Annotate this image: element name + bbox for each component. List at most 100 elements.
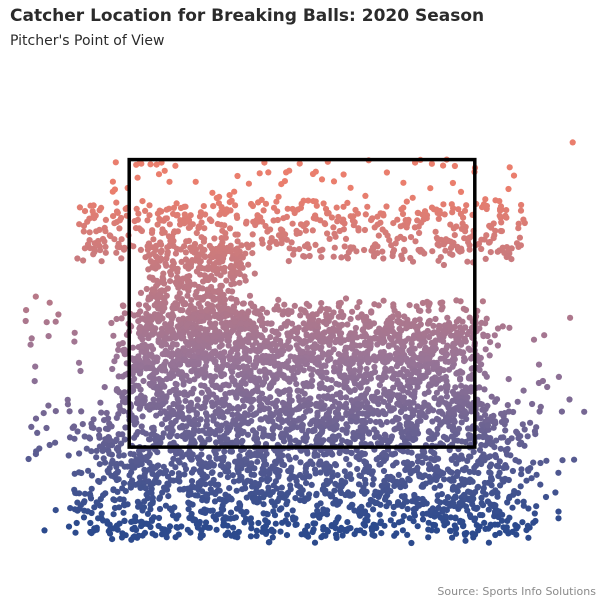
pitch-point: [218, 204, 225, 211]
pitch-point: [335, 400, 343, 407]
pitch-point: [382, 494, 389, 501]
pitch-point: [518, 466, 525, 473]
pitch-point: [317, 424, 324, 431]
pitch-point: [404, 448, 411, 455]
pitch-point: [445, 404, 452, 411]
pitch-point: [113, 414, 120, 421]
pitch-point: [363, 378, 370, 385]
pitch-point: [383, 203, 390, 210]
pitch-point: [154, 403, 161, 410]
pitch-point: [429, 418, 436, 425]
pitch-point: [86, 490, 93, 498]
pitch-point: [188, 438, 195, 445]
pitch-point: [334, 472, 341, 479]
pitch-point: [112, 438, 119, 445]
pitch-point: [216, 245, 223, 252]
pitch-point: [430, 466, 437, 473]
pitch-point: [212, 450, 219, 458]
pitch-point: [259, 305, 266, 313]
pitch-point: [335, 412, 342, 419]
pitch-point: [351, 386, 358, 394]
pitch-point: [28, 423, 35, 430]
pitch-point: [215, 295, 222, 302]
pitch-point: [155, 300, 162, 307]
pitch-point: [301, 253, 308, 260]
pitch-point: [371, 369, 378, 376]
pitch-point: [385, 403, 392, 410]
pitch-point: [462, 438, 469, 446]
pitch-point: [258, 196, 265, 203]
pitch-point: [225, 287, 232, 294]
pitch-point: [105, 447, 112, 454]
pitch-point: [291, 375, 298, 383]
pitch-point: [206, 454, 213, 461]
pitch-point: [401, 480, 408, 487]
pitch-point: [181, 357, 188, 364]
pitch-point: [252, 450, 259, 457]
pitch-point: [529, 400, 536, 408]
pitch-point: [456, 482, 463, 489]
pitch-point: [367, 417, 374, 425]
pitch-point: [157, 291, 164, 298]
pitch-point: [107, 525, 114, 533]
pitch-point: [164, 249, 171, 256]
pitch-point: [129, 368, 137, 375]
pitch-point: [192, 421, 200, 428]
pitch-point: [227, 295, 235, 302]
pitch-point: [118, 236, 125, 243]
pitch-point: [148, 325, 155, 332]
pitch-point: [116, 225, 123, 232]
pitch-point: [374, 221, 381, 228]
pitch-point: [185, 341, 192, 348]
pitch-point: [508, 435, 515, 442]
pitch-point: [399, 527, 406, 534]
pitch-point: [256, 368, 263, 375]
pitch-point: [372, 418, 380, 426]
pitch-point: [201, 342, 208, 349]
pitch-point: [520, 216, 527, 223]
pitch-point: [444, 500, 451, 507]
pitch-point: [320, 393, 327, 400]
pitch-point: [331, 487, 338, 494]
pitch-point: [264, 398, 271, 405]
pitch-point: [323, 527, 330, 534]
pitch-point: [457, 324, 464, 331]
pitch-point: [320, 506, 327, 513]
pitch-point: [332, 480, 339, 487]
pitch-point: [407, 377, 414, 384]
pitch-point: [450, 417, 457, 424]
pitch-point: [271, 512, 279, 519]
pitch-point: [214, 253, 221, 261]
pitch-point: [158, 363, 165, 370]
pitch-point: [302, 465, 309, 472]
pitch-point: [113, 386, 121, 393]
pitch-point: [201, 326, 208, 333]
pitch-point: [149, 494, 156, 501]
pitch-point: [375, 493, 382, 500]
pitch-point: [88, 485, 95, 492]
pitch-point: [386, 355, 394, 362]
pitch-point: [285, 520, 292, 528]
pitch-point: [212, 481, 219, 488]
pitch-point: [496, 212, 503, 219]
pitch-point: [324, 357, 331, 364]
pitch-point: [172, 162, 179, 169]
pitch-point: [98, 258, 105, 265]
pitch-point: [300, 320, 307, 327]
pitch-point: [173, 381, 180, 388]
pitch-point: [455, 336, 462, 343]
pitch-point: [430, 363, 438, 370]
pitch-point: [305, 313, 312, 320]
pitch-point: [452, 431, 459, 438]
pitch-point: [122, 488, 129, 495]
pitch-point: [285, 375, 292, 382]
pitch-point: [118, 315, 125, 322]
pitch-point: [525, 534, 532, 541]
pitch-point: [45, 402, 52, 409]
pitch-point: [465, 235, 472, 242]
pitch-point: [187, 263, 194, 270]
pitch-point: [318, 254, 325, 261]
pitch-point: [187, 488, 194, 496]
pitch-point: [227, 349, 235, 356]
pitch-point: [291, 354, 298, 361]
